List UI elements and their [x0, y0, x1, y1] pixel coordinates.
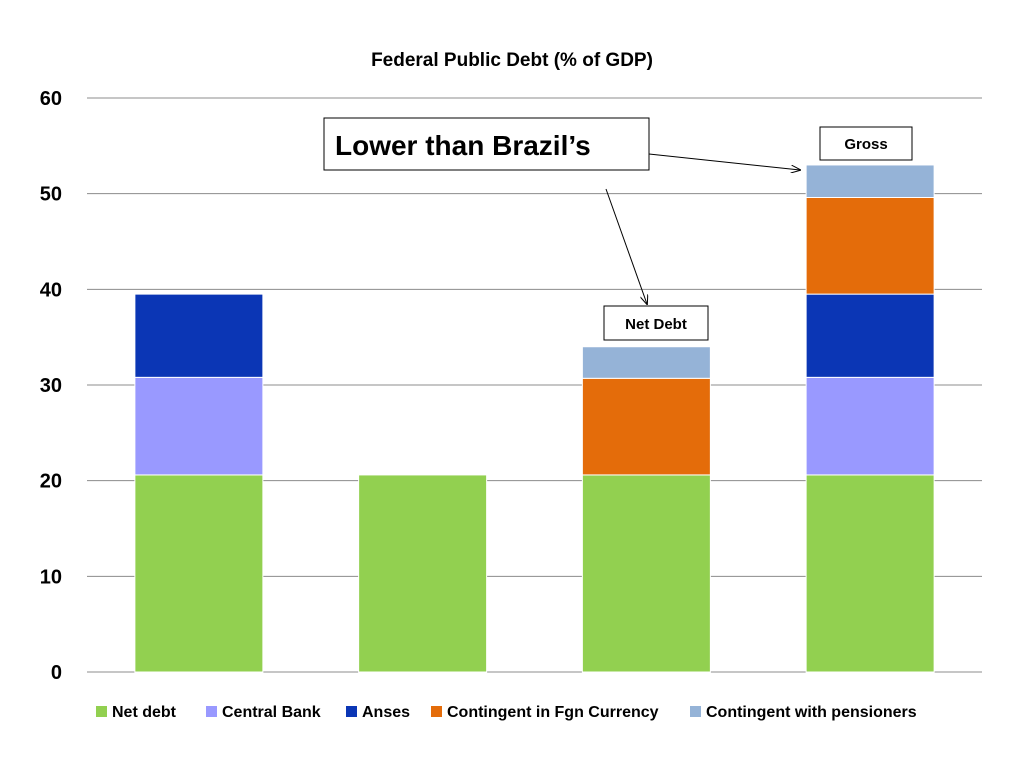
callout-lower-than-brazil-text: Lower than Brazil’s [335, 130, 591, 161]
bar-segment-net-debt [358, 474, 488, 673]
legend-label: Net debt [112, 704, 177, 721]
bar-segment-contingent-with-pensioners [581, 346, 711, 379]
y-axis-tick-labels: 0 10 20 30 40 50 60 [40, 88, 62, 684]
bar-segment-anses [805, 293, 935, 378]
bar-segment-anses [134, 293, 264, 378]
bars [134, 164, 935, 673]
callout-gross: Gross [819, 126, 913, 161]
legend-swatch [96, 706, 107, 717]
bar-segment-central-bank [134, 376, 264, 476]
bar-segment-net-debt [134, 474, 264, 673]
legend-swatch [431, 706, 442, 717]
y-tick-label: 60 [40, 88, 62, 110]
bar-segment-contingent-in-fgn-currency [581, 377, 711, 476]
arrow-to-gross [648, 153, 800, 170]
legend-label: Contingent in Fgn Currency [447, 704, 659, 721]
legend-swatch [206, 706, 217, 717]
legend: Net debt Central Bank Anses Contingent in F… [96, 704, 917, 721]
callout-net-debt: Net Debt [603, 305, 709, 341]
legend-swatch [346, 706, 357, 717]
legend-swatch [690, 706, 701, 717]
y-tick-label: 50 [40, 184, 62, 206]
bar-segment-contingent-with-pensioners [805, 164, 935, 198]
callout-net-debt-text: Net Debt [625, 316, 687, 333]
bar-segment-net-debt [581, 474, 711, 673]
bar-segment-contingent-in-fgn-currency [805, 196, 935, 295]
callout-lower-than-brazil: Lower than Brazil’s [323, 117, 650, 171]
callout-gross-text: Gross [844, 136, 887, 153]
legend-label: Anses [362, 704, 410, 721]
arrow-to-net-debt [605, 188, 647, 304]
y-tick-label: 40 [40, 279, 62, 301]
bar-segment-net-debt [805, 474, 935, 673]
y-tick-label: 30 [40, 375, 62, 397]
legend-label: Contingent with pensioners [706, 704, 917, 721]
y-tick-label: 0 [51, 662, 62, 684]
legend-label: Central Bank [222, 704, 321, 721]
y-tick-label: 20 [40, 471, 62, 493]
chart-title: Federal Public Debt (% of GDP) [371, 50, 653, 71]
bar-segment-central-bank [805, 376, 935, 476]
y-tick-label: 10 [40, 566, 62, 588]
